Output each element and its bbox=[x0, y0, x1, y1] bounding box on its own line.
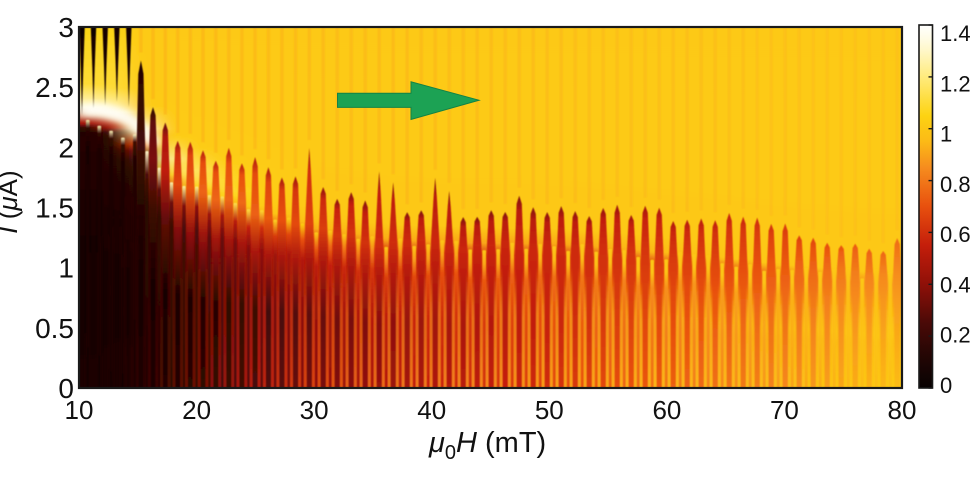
svg-text:60: 60 bbox=[652, 395, 681, 425]
svg-text:40: 40 bbox=[417, 395, 446, 425]
svg-text:0.8: 0.8 bbox=[940, 172, 971, 197]
svg-text:1.4: 1.4 bbox=[940, 21, 971, 46]
svg-text:μ0H (mT): μ0H (mT) bbox=[428, 427, 546, 464]
svg-text:I (μA): I (μA) bbox=[0, 170, 23, 233]
svg-text:0.5: 0.5 bbox=[35, 313, 74, 344]
svg-text:1.2: 1.2 bbox=[940, 71, 971, 96]
svg-text:2.5: 2.5 bbox=[35, 72, 74, 103]
svg-text:0: 0 bbox=[58, 373, 74, 404]
svg-text:80: 80 bbox=[888, 395, 917, 425]
svg-text:70: 70 bbox=[770, 395, 799, 425]
svg-text:1: 1 bbox=[940, 122, 952, 147]
svg-text:30: 30 bbox=[300, 395, 329, 425]
svg-text:0.6: 0.6 bbox=[940, 222, 971, 247]
svg-text:3: 3 bbox=[58, 12, 74, 43]
svg-text:1: 1 bbox=[58, 253, 74, 284]
svg-text:0.4: 0.4 bbox=[940, 272, 971, 297]
svg-text:1.5: 1.5 bbox=[35, 193, 74, 224]
svg-text:20: 20 bbox=[182, 395, 211, 425]
svg-text:50: 50 bbox=[535, 395, 564, 425]
svg-text:0: 0 bbox=[940, 373, 952, 398]
svg-text:0.2: 0.2 bbox=[940, 323, 971, 348]
svg-text:2: 2 bbox=[58, 132, 74, 163]
svg-text:10: 10 bbox=[65, 395, 94, 425]
